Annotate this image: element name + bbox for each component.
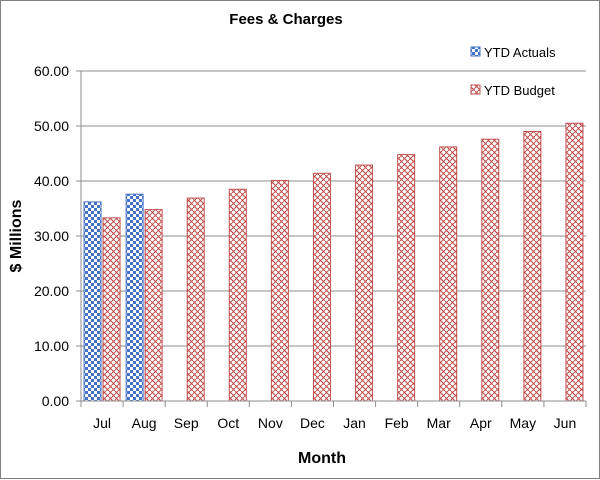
y-tick-label: 40.00 bbox=[34, 173, 69, 189]
bar-ytd-budget-sep bbox=[186, 197, 205, 402]
y-tick-label: 60.00 bbox=[34, 63, 69, 79]
x-tick-label: Mar bbox=[427, 415, 451, 431]
bar-ytd-budget-jan bbox=[355, 164, 374, 402]
bar-ytd-budget-mar bbox=[439, 146, 458, 402]
y-tick-label: 10.00 bbox=[34, 338, 69, 354]
bars bbox=[81, 122, 586, 402]
bar-ytd-actuals-jul bbox=[83, 201, 102, 402]
y-tick-label: 30.00 bbox=[34, 228, 69, 244]
legend-swatch-ytd-actuals bbox=[470, 46, 481, 57]
y-tick-label: 0.00 bbox=[42, 393, 69, 409]
y-tick-label: 20.00 bbox=[34, 283, 69, 299]
bar-ytd-budget-jul bbox=[102, 217, 121, 402]
bar-ytd-budget-may bbox=[523, 131, 542, 402]
x-tick-labels: Jul Aug Sep Oct Nov Dec Jan Feb Mar Apr May Jun bbox=[93, 415, 576, 431]
bar-ytd-budget-aug bbox=[144, 209, 163, 402]
bar-ytd-budget-oct bbox=[228, 188, 247, 402]
legend-label-ytd-budget: YTD Budget bbox=[484, 83, 555, 98]
x-tick-label: Jun bbox=[554, 415, 577, 431]
x-tick-label: Jan bbox=[343, 415, 366, 431]
legend: YTD Actuals YTD Budget bbox=[470, 45, 556, 98]
bar-ytd-actuals-aug bbox=[125, 193, 144, 402]
x-tick-label: Dec bbox=[300, 415, 325, 431]
x-tick-label: Jul bbox=[93, 415, 111, 431]
bar-ytd-budget-apr bbox=[481, 138, 500, 402]
bar-ytd-budget-jun bbox=[565, 122, 584, 402]
gridlines bbox=[76, 70, 587, 407]
y-tick-label: 50.00 bbox=[34, 118, 69, 134]
chart-title: Fees & Charges bbox=[229, 11, 342, 28]
x-tick-label: Sep bbox=[174, 415, 199, 431]
bar-ytd-budget-dec bbox=[312, 172, 331, 402]
bar-ytd-budget-feb bbox=[397, 154, 416, 402]
x-tick-label: Feb bbox=[385, 415, 409, 431]
bar-ytd-budget-nov bbox=[270, 179, 289, 402]
y-axis-title: $ Millions bbox=[8, 199, 25, 272]
x-tick-label: Apr bbox=[470, 415, 492, 431]
x-tick-label: May bbox=[510, 415, 536, 431]
legend-swatch-ytd-budget bbox=[470, 84, 481, 95]
legend-label-ytd-actuals: YTD Actuals bbox=[484, 45, 556, 60]
x-tick-label: Nov bbox=[258, 415, 283, 431]
y-tick-labels: 0.00 10.00 20.00 30.00 40.00 50.00 60.00 bbox=[34, 63, 69, 409]
x-axis-title: Month bbox=[298, 450, 346, 467]
x-tick-label: Aug bbox=[132, 415, 157, 431]
x-tick-label: Oct bbox=[217, 415, 239, 431]
